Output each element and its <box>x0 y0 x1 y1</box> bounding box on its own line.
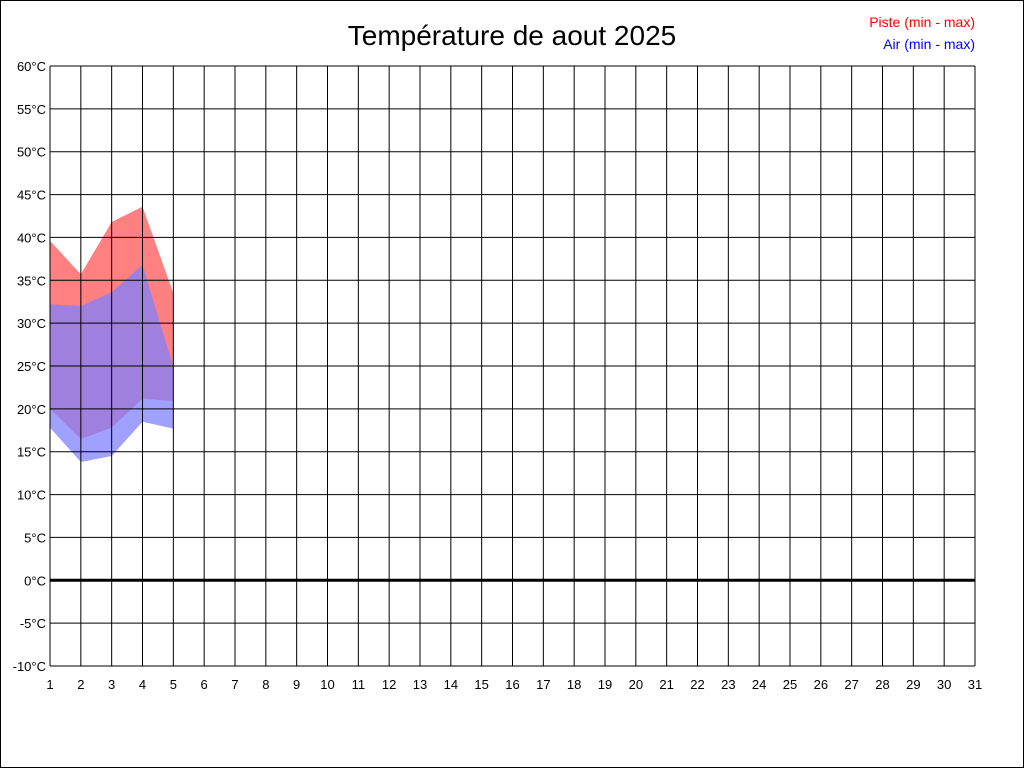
y-tick-label: 30°C <box>17 316 46 331</box>
x-tick-label: 15 <box>474 677 488 692</box>
x-tick-label: 20 <box>629 677 643 692</box>
y-tick-label: 60°C <box>17 59 46 74</box>
x-tick-label: 29 <box>906 677 920 692</box>
y-tick-label: 15°C <box>17 445 46 460</box>
x-tick-label: 10 <box>320 677 334 692</box>
x-tick-label: 14 <box>444 677 458 692</box>
y-tick-label: -10°C <box>13 659 46 674</box>
legend-piste: Piste (min - max) <box>869 14 975 30</box>
chart-title: Température de aout 2025 <box>348 20 676 51</box>
y-tick-label: 0°C <box>24 573 46 588</box>
x-tick-label: 17 <box>536 677 550 692</box>
y-tick-label: 20°C <box>17 402 46 417</box>
x-tick-label: 23 <box>721 677 735 692</box>
x-tick-label: 3 <box>108 677 115 692</box>
x-tick-label: 13 <box>413 677 427 692</box>
y-tick-label: 5°C <box>24 530 46 545</box>
grid-lines <box>49 65 976 667</box>
y-tick-label: -5°C <box>20 616 46 631</box>
y-tick-label: 35°C <box>17 273 46 288</box>
y-tick-label: 50°C <box>17 145 46 160</box>
y-tick-label: 40°C <box>17 230 46 245</box>
x-tick-label: 12 <box>382 677 396 692</box>
x-tick-label: 4 <box>139 677 146 692</box>
y-axis-ticks: 60°C 55°C 50°C 45°C 40°C 35°C 30°C 25°C 20°C 15°C… <box>13 59 46 674</box>
legend-air: Air (min - max) <box>883 36 975 52</box>
x-tick-label: 22 <box>690 677 704 692</box>
x-tick-label: 21 <box>659 677 673 692</box>
x-tick-label: 8 <box>262 677 269 692</box>
y-tick-label: 45°C <box>17 188 46 203</box>
x-tick-label: 11 <box>352 677 366 692</box>
x-tick-label: 25 <box>783 677 797 692</box>
x-tick-label: 16 <box>505 677 519 692</box>
y-tick-label: 10°C <box>17 488 46 503</box>
x-tick-label: 19 <box>598 677 612 692</box>
x-tick-label: 5 <box>170 677 177 692</box>
y-tick-label: 25°C <box>17 359 46 374</box>
x-tick-label: 28 <box>875 677 889 692</box>
x-tick-label: 9 <box>293 677 300 692</box>
x-tick-label: 31 <box>968 677 982 692</box>
x-tick-label: 2 <box>77 677 84 692</box>
x-tick-label: 24 <box>752 677 766 692</box>
x-tick-label: 26 <box>814 677 828 692</box>
y-tick-label: 55°C <box>17 102 46 117</box>
x-tick-label: 7 <box>231 677 238 692</box>
x-tick-label: 27 <box>844 677 858 692</box>
x-tick-label: 6 <box>201 677 208 692</box>
x-tick-label: 30 <box>937 677 951 692</box>
x-axis-ticks: 1 2 3 4 5 6 7 8 9 10 11 12 13 14 15 16 17 18 19 20 21 22 23 24 2… <box>46 677 982 692</box>
x-tick-label: 18 <box>567 677 581 692</box>
x-tick-label: 1 <box>46 677 53 692</box>
